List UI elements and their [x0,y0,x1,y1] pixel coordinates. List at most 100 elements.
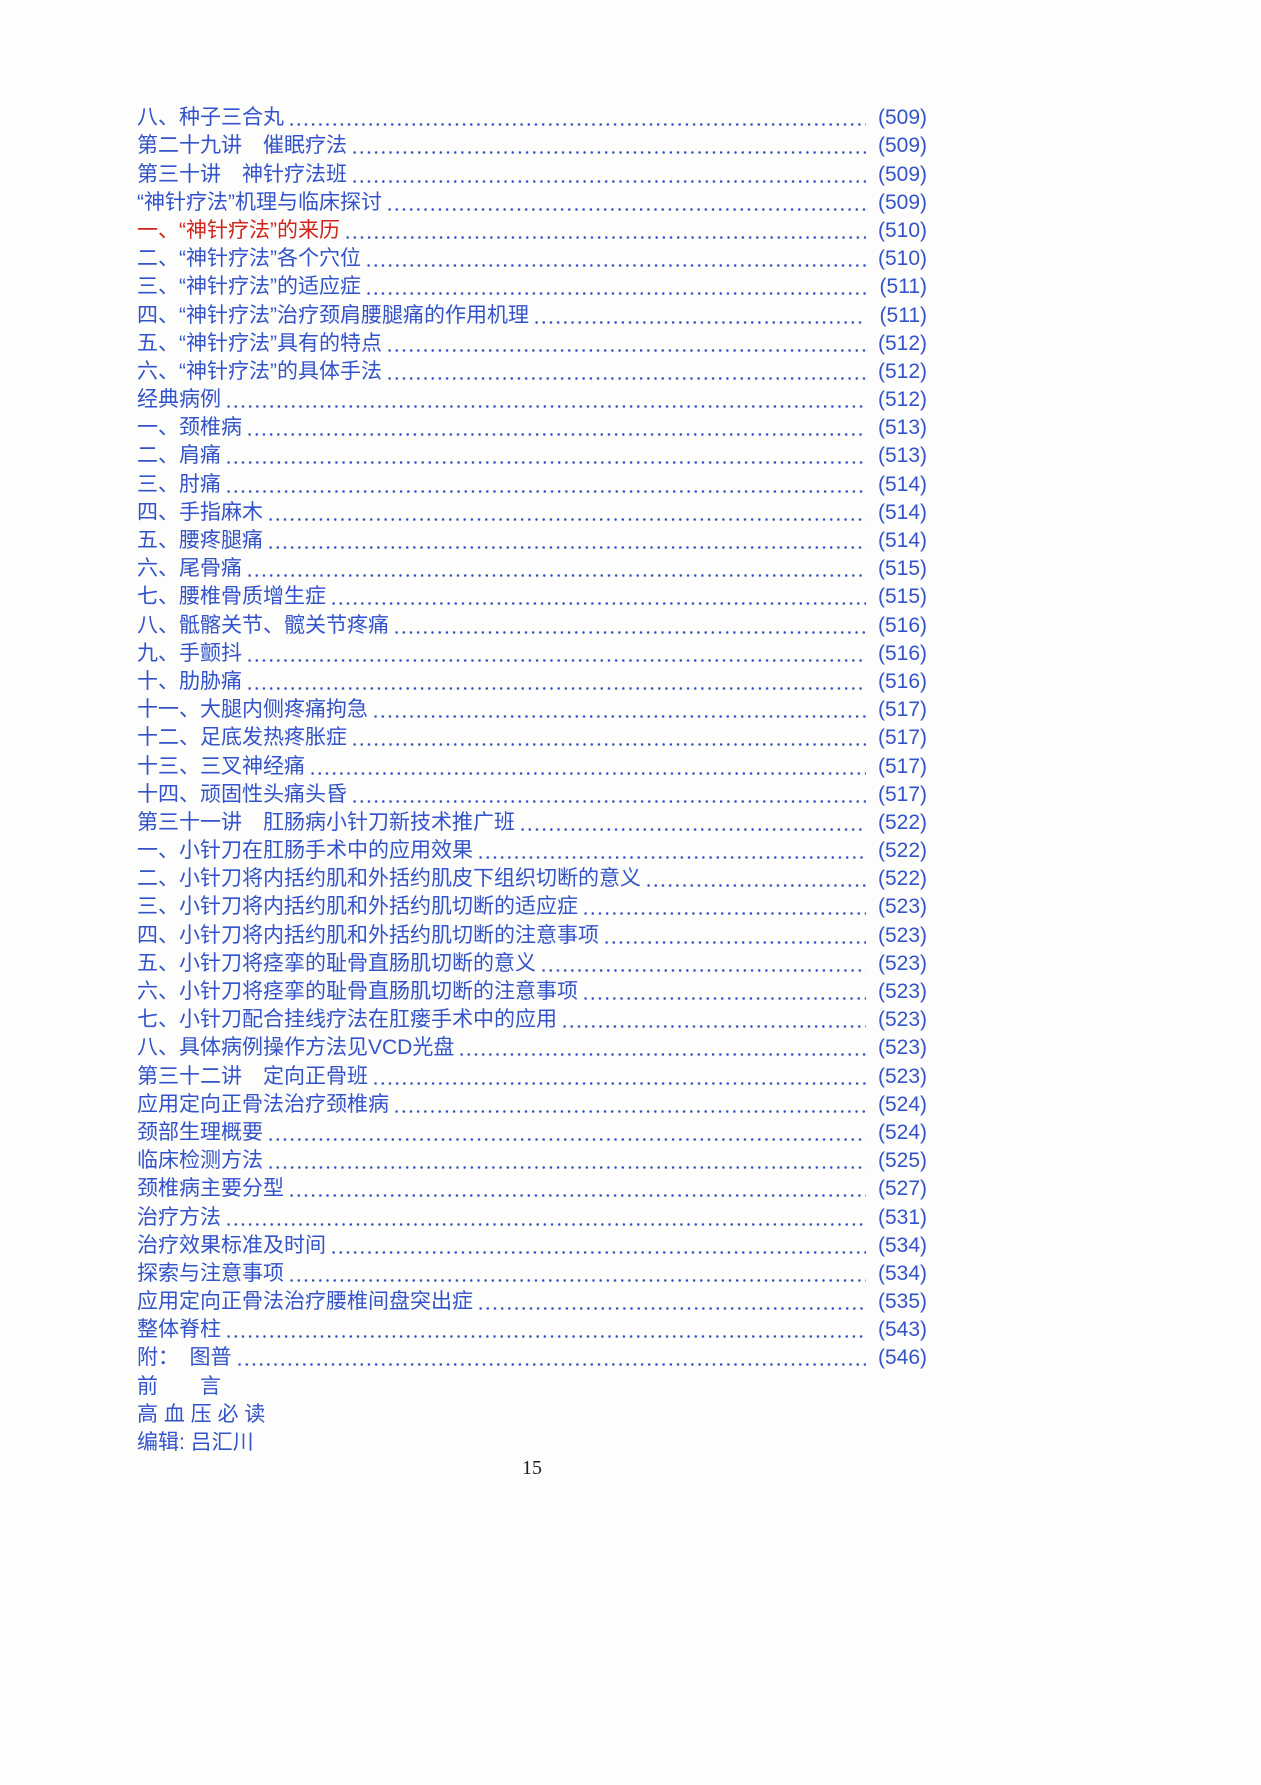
toc-entry: 第三十讲 神针疗法班 (509) [137,159,927,187]
toc-entry-label: 一、“神针疗法”的来历 [137,218,340,242]
dot-leader-icon [246,657,866,663]
table-of-contents: 八、种子三合丸 (509) 第二十九讲 催眠疗法 (509) 第三十讲 神针疗法… [137,103,927,1456]
toc-entry-label: 一、颈椎病 [137,416,242,440]
dot-leader-icon [582,911,866,917]
toc-entry: 十二、足底发热疼胀症 (517) [137,723,927,751]
toc-entry-label: 四、“神针疗法”治疗颈肩腰腿痛的作用机理 [137,303,529,327]
toc-entry: 经典病例 (512) [137,385,927,413]
toc-entry: 五、小针刀将痉挛的耻骨直肠肌切断的意义 (523) [137,949,927,977]
toc-entry: 第三十二讲 定向正骨班 (523) [137,1061,927,1089]
dot-leader-icon [225,460,866,466]
dot-leader-icon [477,855,866,861]
dot-leader-icon [365,291,866,297]
toc-entry-page: (535) [877,1290,927,1314]
dot-leader-icon [351,178,866,184]
toc-entry: 七、小针刀配合挂线疗法在肛瘘手术中的应用 (523) [137,1005,927,1033]
dot-leader-icon [540,967,866,973]
toc-entry-page: (546) [877,1346,927,1370]
toc-entry-page: (525) [877,1149,927,1173]
dot-leader-icon [519,826,866,832]
toc-entry: 编辑: 吕汇川 [137,1428,927,1456]
toc-entry-label: 整体脊柱 [137,1318,221,1342]
toc-entry: “神针疗法”机理与临床探讨 (509) [137,188,927,216]
dot-leader-icon [393,629,866,635]
toc-entry: 十一、大腿内侧疼痛拘急 (517) [137,695,927,723]
toc-entry-page: (516) [877,613,927,637]
toc-entry-page: (523) [877,923,927,947]
toc-entry-page: (515) [877,585,927,609]
toc-entry-label: 五、小针刀将痉挛的耻骨直肠肌切断的意义 [137,951,536,975]
toc-entry: 探索与注意事项 (534) [137,1259,927,1287]
toc-entry-page: (512) [877,388,927,412]
toc-entry-label: 第三十一讲 肛肠病小针刀新技术推广班 [137,810,515,834]
dot-leader-icon [267,516,866,522]
dot-leader-icon [386,375,866,381]
toc-entry-page: (522) [877,867,927,891]
toc-entry: 三、肘痛 (514) [137,469,927,497]
toc-entry-label: 二、“神针疗法”各个穴位 [137,247,361,271]
toc-entry-label: 十三、三叉神经痛 [137,754,305,778]
toc-entry-page: (531) [877,1205,927,1229]
toc-entry-page: (516) [877,669,927,693]
toc-entry: 颈椎病主要分型 (527) [137,1174,927,1202]
dot-leader-icon [582,996,866,1001]
toc-entry: 八、种子三合丸 (509) [137,103,927,131]
dot-leader-icon [458,1052,866,1058]
dot-leader-icon [288,1193,866,1199]
toc-entry-page: (515) [877,557,927,581]
toc-entry-label: 七、腰椎骨质增生症 [137,585,326,609]
toc-entry-label: 高 血 压 必 读 [137,1402,266,1426]
toc-entry-page: (510) [877,218,927,242]
toc-entry-label: 一、小针刀在肛肠手术中的应用效果 [137,839,473,863]
toc-entry: 一、“神针疗法”的来历 (510) [137,216,927,244]
toc-entry: 十三、三叉神经痛 (517) [137,751,927,779]
toc-entry-label: 颈椎病主要分型 [137,1177,284,1201]
toc-entry-label: “神针疗法”机理与临床探讨 [137,190,382,214]
toc-entry: 附： 图普 (546) [137,1343,927,1371]
toc-entry-label: 颈部生理概要 [137,1120,263,1144]
toc-entry: 十四、顽固性头痛头昏 (517) [137,780,927,808]
toc-entry-label: 应用定向正骨法治疗腰椎间盘突出症 [137,1290,473,1314]
toc-entry-page: (524) [877,1092,927,1116]
toc-entry: 八、具体病例操作方法见VCD光盘 (523) [137,1033,927,1061]
toc-entry-page: (534) [877,1261,927,1285]
toc-entry: 二、小针刀将内括约肌和外括约肌皮下组织切断的意义 (522) [137,864,927,892]
toc-entry: 第三十一讲 肛肠病小针刀新技术推广班 (522) [137,808,927,836]
dot-leader-icon [330,1249,866,1255]
toc-entry-label: 三、小针刀将内括约肌和外括约肌切断的适应症 [137,895,578,919]
toc-entry-page: (543) [877,1318,927,1342]
dot-leader-icon [561,1024,866,1030]
toc-entry-page: (517) [877,782,927,806]
toc-entry-page: (517) [877,754,927,778]
toc-entry: 前 言 [137,1371,927,1399]
dot-leader-icon [288,122,866,128]
toc-entry-page: (509) [877,106,927,130]
toc-entry-page: (524) [877,1120,927,1144]
toc-entry-label: 十一、大腿内侧疼痛拘急 [137,698,368,722]
toc-entry: 第二十九讲 催眠疗法 (509) [137,131,927,159]
toc-entry-label: 六、尾骨痛 [137,557,242,581]
toc-entry-page: (510) [877,247,927,271]
dot-leader-icon [267,545,866,550]
dot-leader-icon [365,263,866,269]
dot-leader-icon [246,432,866,438]
toc-entry-page: (511) [879,275,927,299]
toc-entry-label: 十二、足底发热疼胀症 [137,726,347,750]
dot-leader-icon [344,234,866,240]
toc-entry-label: 八、种子三合丸 [137,106,284,130]
toc-entry: 三、小针刀将内括约肌和外括约肌切断的适应症 (523) [137,892,927,920]
toc-entry-label: 第二十九讲 催眠疗法 [137,134,347,158]
toc-entry-label: 临床检测方法 [137,1149,263,1173]
toc-entry-page: (512) [877,359,927,383]
toc-entry: 六、“神针疗法”的具体手法 (512) [137,357,927,385]
toc-entry-page: (513) [877,444,927,468]
toc-entry: 治疗方法 (531) [137,1202,927,1230]
toc-entry: 八、骶髂关节、髋关节疼痛 (516) [137,610,927,638]
toc-entry: 五、“神针疗法”具有的特点 (512) [137,329,927,357]
toc-entry-page: (514) [877,472,927,496]
toc-entry: 五、腰疼腿痛 (514) [137,526,927,554]
toc-entry-label: 九、手颤抖 [137,641,242,665]
toc-entry-label: 四、手指麻木 [137,500,263,524]
dot-leader-icon [309,770,866,776]
toc-entry-label: 治疗方法 [137,1205,221,1229]
